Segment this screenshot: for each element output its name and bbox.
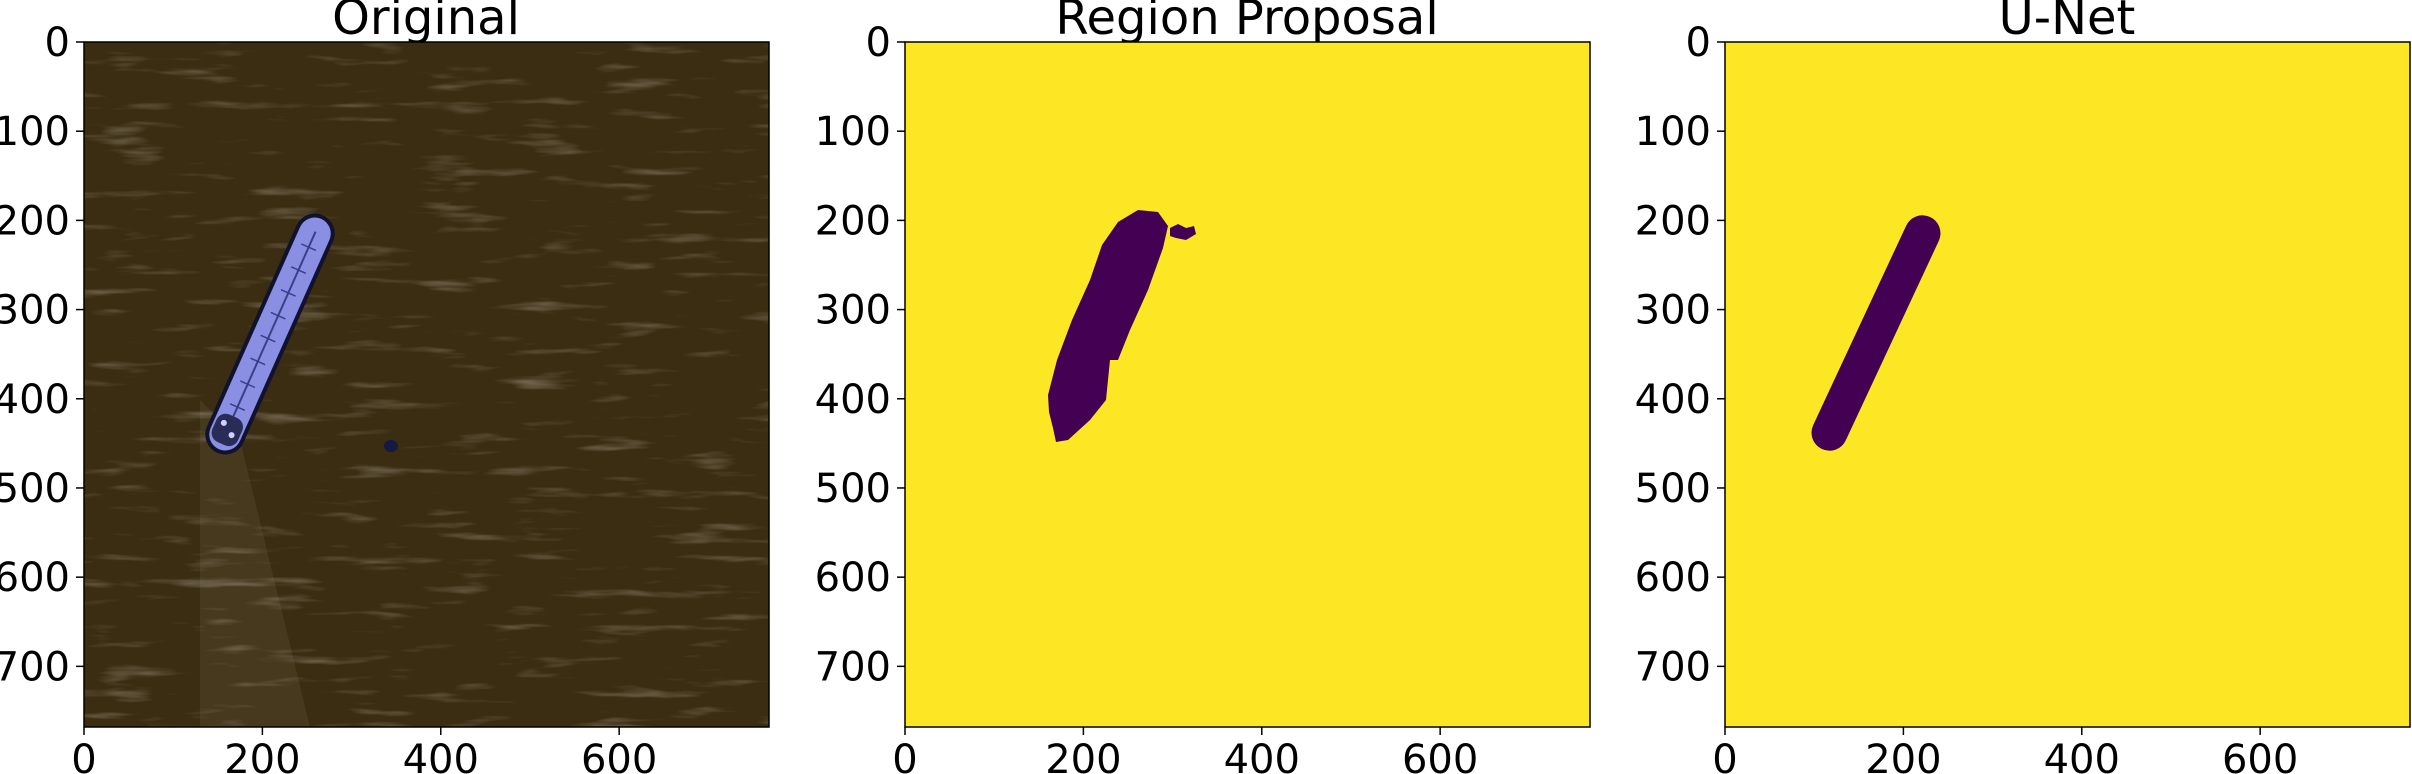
y-tick-label: 700 (0, 644, 70, 690)
y-tick-label: 100 (1635, 109, 1711, 155)
y-tick-label: 700 (1635, 644, 1711, 690)
x-tick-label: 200 (1045, 737, 1121, 774)
y-tick-label: 500 (0, 466, 70, 512)
axes-frame (1724, 41, 2411, 728)
axes-frame (83, 41, 770, 728)
y-tick-label: 200 (1635, 198, 1711, 244)
x-tick-label: 600 (581, 737, 657, 774)
x-tick-label: 0 (71, 737, 96, 774)
y-tick-label: 500 (815, 466, 891, 512)
x-tick-label: 0 (892, 737, 917, 774)
panel-u-net: U-Net 0 200 400 600 0 100 200 300 400 500 600 700 (1635, 0, 2411, 774)
y-tick-label: 200 (0, 198, 70, 244)
y-tick-label: 600 (1635, 555, 1711, 601)
ship-icon (205, 213, 335, 455)
mask-background (905, 42, 1590, 727)
y-tick-label: 600 (815, 555, 891, 601)
y-tick-label: 200 (815, 198, 891, 244)
segmentation-mask-image (905, 42, 1590, 727)
y-tick-label: 0 (45, 20, 70, 66)
y-tick-label: 100 (0, 109, 70, 155)
panel-title: U-Net (1999, 0, 2136, 46)
y-tick-label: 0 (866, 20, 891, 66)
x-tick-label: 200 (1865, 737, 1941, 774)
y-tick-label: 100 (815, 109, 891, 155)
x-tick-label: 400 (1224, 737, 1300, 774)
y-tick-label: 400 (0, 377, 70, 423)
small-blob-mask (1170, 224, 1196, 240)
mask-background (1725, 42, 2410, 727)
panel-region-proposal: Region Proposal 0 200 400 600 0 100 200 300 400 5… (815, 0, 1591, 774)
ocean-texture (84, 42, 769, 727)
y-tick-label: 300 (815, 288, 891, 334)
x-tick-label: 0 (1712, 737, 1737, 774)
small-boat-icon (384, 440, 398, 452)
y-tick-label: 300 (1635, 288, 1711, 334)
y-tick-label: 600 (0, 555, 70, 601)
ship-mask (1811, 215, 1941, 451)
ship-mask (1048, 210, 1168, 442)
x-tick-label: 600 (1402, 737, 1478, 774)
panel-title: Region Proposal (1055, 0, 1438, 46)
y-tick-label: 0 (1686, 20, 1711, 66)
x-tick-label: 400 (403, 737, 479, 774)
panel-title: Original (332, 0, 520, 46)
x-tick-label: 400 (2044, 737, 2120, 774)
y-tick-label: 400 (1635, 377, 1711, 423)
ship-wake (200, 400, 310, 727)
panel-original: Original (0, 0, 770, 774)
y-tick-label: 400 (815, 377, 891, 423)
segmentation-mask-image (1725, 42, 2410, 727)
axes-frame (904, 41, 1591, 728)
x-tick-label: 600 (2222, 737, 2298, 774)
y-tick-label: 500 (1635, 466, 1711, 512)
y-tick-label: 300 (0, 288, 70, 334)
x-tick-label: 200 (224, 737, 300, 774)
y-tick-label: 700 (815, 644, 891, 690)
satellite-ocean-ship-image (84, 42, 769, 727)
